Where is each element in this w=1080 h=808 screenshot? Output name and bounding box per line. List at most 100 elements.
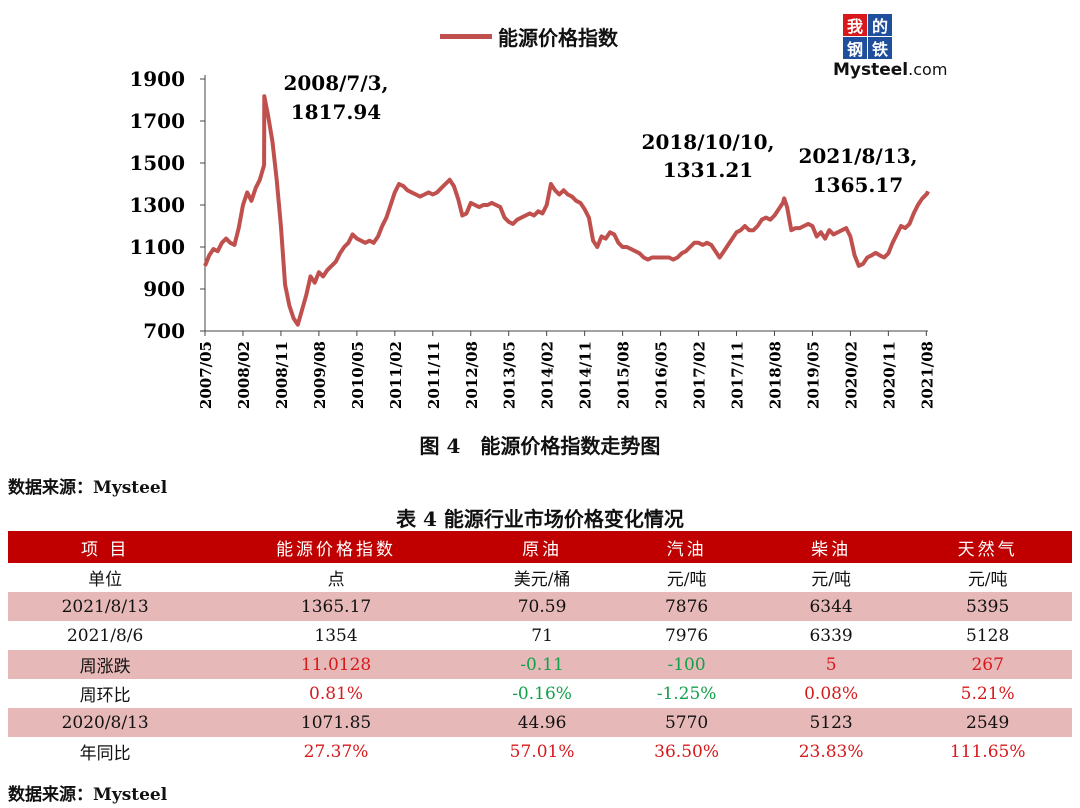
logo-wordmark: Mysteel.com xyxy=(833,60,948,80)
table-cell: 6339 xyxy=(809,625,853,646)
x-tick-label: 2020/11 xyxy=(880,341,898,409)
x-tick-label: 2008/11 xyxy=(273,341,291,409)
table-cell: 267 xyxy=(903,650,1072,679)
table-cell: 2021/8/6 xyxy=(66,625,144,646)
table-cell: 70.59 xyxy=(469,592,615,621)
logo-char: 我 xyxy=(843,14,867,36)
table-row: 年同比 27.37% 57.01% 36.50% 23.83% 111.65% xyxy=(8,737,1072,766)
x-tick-label: 2018/08 xyxy=(766,341,784,409)
annotation-value: 1365.17 xyxy=(813,173,903,197)
table-cell: 6344 xyxy=(758,592,904,621)
x-tick-label: 2014/02 xyxy=(539,341,557,409)
x-tick-label: 2012/08 xyxy=(463,341,481,409)
table-cell: 0.81% xyxy=(309,683,364,704)
table-cell: -100 xyxy=(614,650,759,679)
y-tick-label: 1900 xyxy=(129,67,185,91)
x-tick-label: 2020/02 xyxy=(842,341,860,409)
table-cell: 2021/8/13 xyxy=(8,592,203,621)
x-tick-label: 2016/05 xyxy=(653,341,671,409)
table-cell: 周环比 xyxy=(79,686,131,706)
annotation-date: 2008/7/3, xyxy=(283,71,388,95)
legend-label: 能源价格指数 xyxy=(498,26,618,50)
table-row: 周环比 0.81% -0.16% -1.25% 0.08% 5.21% xyxy=(8,679,1072,708)
x-tick-label: 2014/11 xyxy=(577,341,595,409)
logo-char: 铁 xyxy=(868,37,892,59)
price-change-table: 项 目能源价格指数 原油 汽油 柴油 天然气 单位点美元/桶 元/吨 元/吨 元/吨 2021/… xyxy=(8,531,1072,766)
figure-caption: 图 4 能源价格指数走势图 xyxy=(419,434,661,458)
y-tick-label: 1500 xyxy=(129,151,185,175)
y-tick-label: 1100 xyxy=(129,235,185,259)
table-cell: 元/吨 xyxy=(666,570,707,590)
x-tick-label: 2021/08 xyxy=(918,341,936,409)
annotation-date: 2018/10/10, xyxy=(642,130,775,154)
table-cell: 1354 xyxy=(314,625,358,646)
table-cell: 点 xyxy=(327,570,345,590)
x-tick-label: 2008/02 xyxy=(235,341,253,409)
table-cell: 2020/8/13 xyxy=(8,708,203,737)
x-tick-label: 2017/11 xyxy=(729,341,747,409)
table-cell: 44.96 xyxy=(469,708,615,737)
table-row: 2021/8/13 1365.17 70.59 7876 6344 5395 xyxy=(8,592,1072,621)
table-header-cell: 汽油 xyxy=(614,531,759,563)
table-cell: 57.01% xyxy=(509,741,575,762)
table-cell: -1.25% xyxy=(656,683,717,704)
table-cell: 年同比 xyxy=(79,744,131,764)
table-cell: 美元/桶 xyxy=(513,570,571,590)
logo-char: 的 xyxy=(868,14,892,36)
table-cell: 36.50% xyxy=(654,741,719,762)
table-cell: 2549 xyxy=(903,708,1072,737)
annotation-value: 1817.94 xyxy=(291,100,382,124)
table-row: 单位 点 美元/桶 元/吨 元/吨 元/吨 xyxy=(8,563,1072,592)
table-title: 表 4 能源行业市场价格变化情况 xyxy=(396,507,684,531)
legend-line-swatch xyxy=(440,34,492,39)
table-cell: 0.08% xyxy=(804,683,859,704)
data-source-bottom: 数据来源：Mysteel xyxy=(8,785,168,805)
x-tick-label: 2010/05 xyxy=(349,341,367,409)
annotation-value: 1331.21 xyxy=(663,158,753,182)
table-cell: 5.21% xyxy=(960,683,1015,704)
annotation-date: 2021/8/13, xyxy=(799,144,918,168)
table-cell: 27.37% xyxy=(303,741,369,762)
x-tick-label: 2019/05 xyxy=(804,341,822,409)
energy-price-chart: 700 900 1100 1300 1500 1700 1900 2007/05 2008/02… xyxy=(129,67,936,409)
table-cell: 元/吨 xyxy=(967,570,1008,590)
table-row: 2021/8/6 1354 71 7976 6339 5128 xyxy=(8,621,1072,650)
table-cell: 5770 xyxy=(614,708,759,737)
logo-char: 钢 xyxy=(843,37,867,59)
table-header-cell: 柴油 xyxy=(758,531,904,563)
table-cell: 单位 xyxy=(88,570,123,590)
table-cell: 5123 xyxy=(758,708,904,737)
table-header-cell: 天然气 xyxy=(903,531,1072,563)
energy-index-line xyxy=(203,94,930,327)
x-tick-label: 2011/11 xyxy=(425,341,443,409)
table-row: 2020/8/13 1071.85 44.96 5770 5123 2549 xyxy=(8,708,1072,737)
y-tick-label: 700 xyxy=(143,319,185,343)
table-row: 周涨跌 11.0128 -0.11 -100 5 267 xyxy=(8,650,1072,679)
x-tick-label: 2017/02 xyxy=(691,341,709,409)
y-tick-label: 1300 xyxy=(129,193,185,217)
table-cell: 5395 xyxy=(903,592,1072,621)
table-cell: 7876 xyxy=(614,592,759,621)
table-cell: -0.11 xyxy=(469,650,615,679)
table-cell: 7976 xyxy=(664,625,709,646)
mysteel-logo: 我 的 钢 铁 Mysteel.com xyxy=(833,14,947,84)
table-cell: 1071.85 xyxy=(202,708,470,737)
table-cell: 元/吨 xyxy=(811,570,851,590)
table-header-cell: 能源价格指数 xyxy=(202,531,470,563)
x-tick-label: 2007/05 xyxy=(197,341,215,409)
x-tick-label: 2015/08 xyxy=(615,341,633,409)
table-header-cell: 项 目 xyxy=(8,531,203,563)
x-tick-label: 2009/08 xyxy=(311,341,329,409)
data-source-top: 数据来源：Mysteel xyxy=(8,478,168,498)
table-header-row: 项 目能源价格指数 原油 汽油 柴油 天然气 xyxy=(8,531,1072,563)
table-cell: 1365.17 xyxy=(202,592,470,621)
table-header-cell: 原油 xyxy=(469,531,615,563)
chart-legend: 能源价格指数 xyxy=(440,22,618,51)
table-cell: 周涨跌 xyxy=(8,650,203,679)
table-cell: 23.83% xyxy=(798,741,864,762)
table-cell: 111.65% xyxy=(949,741,1026,762)
y-tick-label: 900 xyxy=(143,277,185,301)
table-cell: 5 xyxy=(758,650,904,679)
table-cell: 71 xyxy=(531,625,553,646)
table-cell: -0.16% xyxy=(512,683,572,704)
